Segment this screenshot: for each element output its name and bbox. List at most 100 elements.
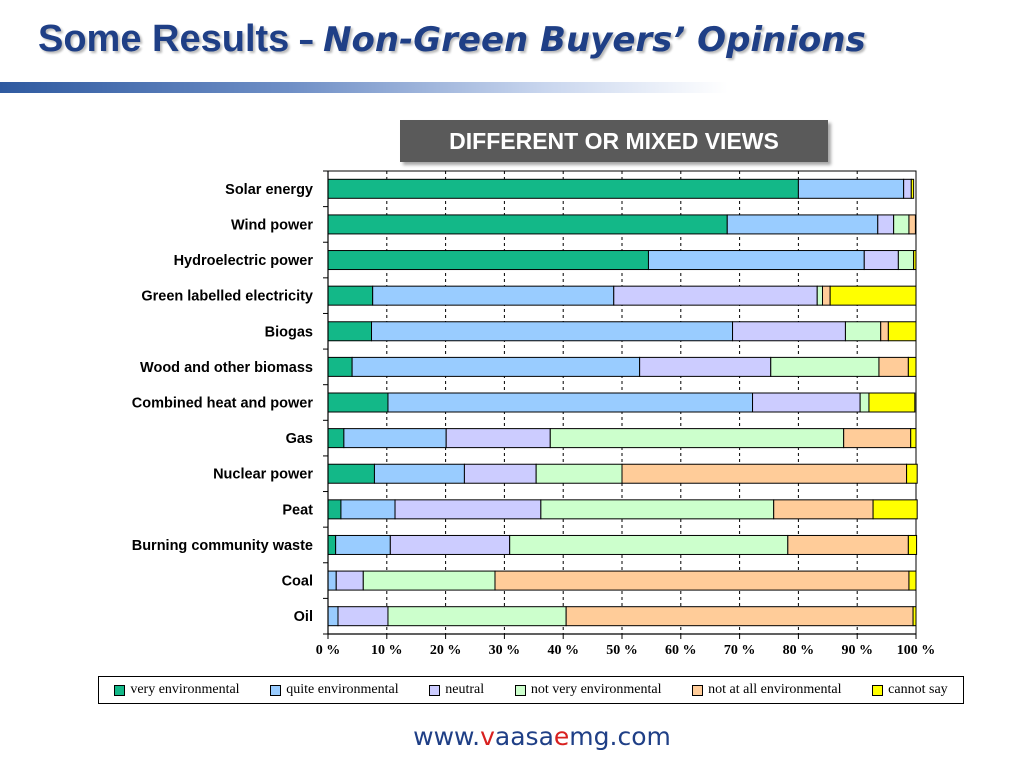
bar-segment [509, 534, 789, 555]
category-label: Wood and other biomass [140, 360, 313, 376]
x-tick-label: 90 % [841, 643, 873, 658]
legend-swatch [270, 684, 282, 696]
title-dash: – [298, 21, 315, 59]
bar-segment [910, 428, 917, 449]
chart-legend: very environmental quite environmental neu… [98, 676, 964, 704]
bar-segment [327, 250, 649, 271]
legend-item: not very environmental [514, 682, 662, 698]
legend-item: quite environmental [270, 682, 399, 698]
bar-segment [797, 178, 905, 199]
bar-segment [327, 321, 373, 342]
bar-segment [770, 356, 880, 377]
bar-segment [327, 534, 337, 555]
bar-segment [868, 392, 916, 413]
bar-segment [752, 392, 861, 413]
bar-segment [340, 499, 396, 520]
bar-segment [908, 214, 916, 235]
legend-item: neutral [429, 682, 484, 698]
bar-segment [335, 570, 364, 591]
bar-segment [903, 178, 912, 199]
bar-segment [351, 356, 641, 377]
bar-segment [535, 463, 623, 484]
legend-swatch [872, 684, 884, 696]
x-tick-label: 60 % [665, 643, 697, 658]
legend-swatch [429, 684, 441, 696]
legend-label: not at all environmental [708, 682, 842, 697]
category-label: Oil [294, 609, 313, 625]
bar-segment [389, 534, 511, 555]
category-label: Nuclear power [213, 467, 313, 483]
x-tick-label: 100 % [897, 643, 936, 658]
bar-segment [621, 463, 908, 484]
bar-segment [859, 392, 870, 413]
bar-segment [732, 321, 846, 342]
bar-segment [878, 356, 909, 377]
bar-segment [829, 285, 917, 306]
bar-segment [822, 285, 831, 306]
category-label: Solar energy [225, 182, 313, 198]
bar-segment [445, 428, 551, 449]
bar-segment [912, 606, 917, 627]
bar-segment [327, 499, 342, 520]
bar-segment [387, 392, 754, 413]
bar-segment [816, 285, 824, 306]
title-main: Some Results [38, 18, 290, 60]
bar-segment [362, 570, 496, 591]
legend-item: cannot say [872, 682, 948, 698]
category-label: Burning community waste [132, 538, 313, 554]
legend-label: neutral [445, 682, 485, 697]
bar-segment [897, 250, 915, 271]
bar-segment [565, 606, 914, 627]
legend-label: cannot say [888, 682, 948, 697]
footer-url-e: e [553, 722, 570, 751]
bar-segment [372, 285, 615, 306]
bar-segment [327, 392, 389, 413]
bar-segment [327, 463, 375, 484]
category-label: Combined heat and power [132, 396, 314, 412]
bar-segment [907, 356, 917, 377]
slide-title: Some Results – Non-Green Buyers’ Opinion… [38, 18, 866, 74]
bar-segment [540, 499, 775, 520]
footer-url[interactable]: www.vaasaemg.com [0, 722, 1024, 751]
bar-segment [327, 356, 353, 377]
bar-segment [463, 463, 537, 484]
x-tick-label: 30 % [489, 643, 521, 658]
legend-item: very environmental [114, 682, 240, 698]
bar-segment [549, 428, 845, 449]
bar-segment [327, 428, 345, 449]
bar-segment [613, 285, 818, 306]
title-sub: Non-Green Buyers’ Opinions [323, 20, 866, 60]
legend-swatch [114, 684, 126, 696]
bar-segment [387, 606, 567, 627]
x-tick-label: 70 % [724, 643, 756, 658]
bar-segment [327, 214, 728, 235]
footer-url-prefix: www. [413, 722, 481, 751]
bar-segment [639, 356, 772, 377]
bar-segment [773, 499, 874, 520]
footer-url-aasa: aasa [494, 722, 554, 751]
bar-segment [893, 214, 910, 235]
category-label: Coal [282, 574, 313, 590]
x-tick-label: 20 % [430, 643, 462, 658]
bar-segment [327, 570, 337, 591]
bar-segment [726, 214, 879, 235]
stacked-bar-chart: 0 % 10 % 20 % 30 % 40 % 50 % 60 % 70 % 80 % 90 % 1… [132, 170, 936, 658]
bar-segment [880, 321, 889, 342]
x-tick-label: 50 % [606, 643, 638, 658]
bar-segment [908, 570, 917, 591]
legend-label: not very environmental [530, 682, 662, 697]
legend-swatch [514, 684, 526, 696]
bar-segment [494, 570, 910, 591]
bar-segment [843, 428, 912, 449]
x-tick-label: 80 % [783, 643, 815, 658]
bar-segment [327, 285, 374, 306]
category-label: Green labelled electricity [141, 289, 313, 305]
bar-segment [844, 321, 882, 342]
bar-segment [863, 250, 899, 271]
title-rule [0, 82, 728, 93]
legend-label: very environmental [130, 682, 240, 697]
bar-segment [327, 178, 799, 199]
bar-segment [647, 250, 865, 271]
category-label: Wind power [231, 217, 313, 233]
bar-segment [335, 534, 391, 555]
